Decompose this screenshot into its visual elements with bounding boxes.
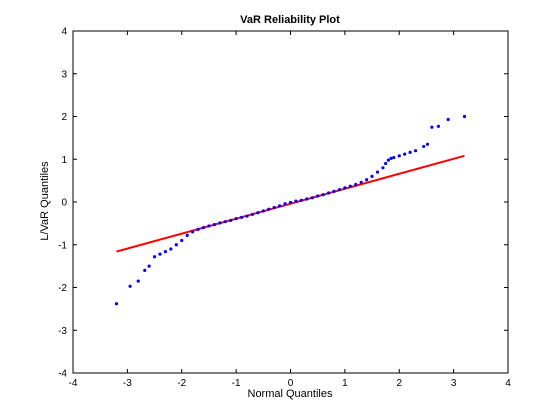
y-axis-label: L/VaR Quantiles bbox=[39, 161, 51, 241]
data-point bbox=[185, 233, 189, 237]
data-point bbox=[386, 158, 390, 162]
data-point bbox=[234, 217, 238, 221]
data-point bbox=[201, 226, 206, 230]
data-point bbox=[332, 189, 336, 193]
data-point bbox=[310, 196, 314, 200]
data-point bbox=[256, 211, 260, 215]
data-point bbox=[261, 209, 265, 213]
x-axis-label: Normal Quantiles bbox=[248, 388, 333, 400]
data-point bbox=[212, 223, 216, 227]
data-point bbox=[425, 142, 430, 146]
data-point bbox=[283, 202, 287, 206]
data-point bbox=[128, 284, 132, 288]
y-tick-label: 3 bbox=[61, 69, 67, 80]
chart-title: VaR Reliability Plot bbox=[240, 14, 340, 26]
data-point bbox=[326, 191, 331, 195]
data-point bbox=[278, 204, 282, 208]
data-point bbox=[239, 215, 244, 219]
x-tick-label: -2 bbox=[177, 378, 186, 389]
x-tick-label: 0 bbox=[288, 378, 294, 389]
data-point bbox=[152, 255, 157, 259]
data-point bbox=[147, 264, 151, 268]
data-point bbox=[143, 268, 147, 272]
data-point bbox=[305, 197, 309, 201]
data-point bbox=[191, 230, 195, 234]
data-point bbox=[321, 193, 325, 197]
data-point bbox=[375, 170, 380, 174]
y-tick-label: 1 bbox=[61, 155, 67, 166]
data-point bbox=[174, 243, 178, 247]
data-point bbox=[359, 180, 363, 184]
data-point bbox=[446, 117, 450, 122]
data-points-group bbox=[114, 114, 467, 306]
data-point bbox=[348, 184, 352, 188]
data-point bbox=[218, 221, 222, 225]
data-point bbox=[408, 150, 412, 155]
data-point bbox=[436, 124, 440, 128]
data-point bbox=[158, 252, 162, 256]
data-point bbox=[245, 214, 249, 218]
x-axis-ticks: -4 -3 -2 -1 0 1 2 3 4 bbox=[69, 31, 511, 389]
x-tick-label: -3 bbox=[123, 378, 132, 389]
data-point bbox=[169, 247, 173, 251]
data-point bbox=[207, 224, 211, 228]
y-tick-label: -3 bbox=[58, 326, 67, 337]
y-axis-ticks: -4 -3 -2 -1 0 1 2 3 4 bbox=[58, 27, 508, 380]
data-point bbox=[370, 174, 374, 178]
data-point bbox=[397, 154, 401, 158]
data-point bbox=[381, 166, 385, 170]
data-point bbox=[422, 144, 426, 149]
data-point bbox=[430, 125, 434, 129]
data-point bbox=[365, 178, 369, 182]
y-tick-label: -4 bbox=[58, 369, 67, 380]
data-point bbox=[316, 194, 320, 198]
data-point bbox=[223, 220, 227, 224]
x-tick-label: -1 bbox=[232, 378, 241, 389]
data-point bbox=[229, 218, 233, 222]
data-point bbox=[389, 156, 393, 160]
data-point bbox=[462, 114, 467, 119]
data-point bbox=[180, 238, 184, 243]
data-point bbox=[337, 188, 342, 192]
data-point bbox=[299, 198, 303, 202]
x-tick-label: 1 bbox=[342, 378, 348, 389]
data-point bbox=[272, 205, 276, 210]
data-point bbox=[288, 200, 293, 205]
x-tick-label: 2 bbox=[396, 378, 402, 389]
x-tick-label: 4 bbox=[505, 378, 511, 389]
data-point bbox=[250, 212, 255, 216]
y-tick-label: -1 bbox=[58, 240, 67, 251]
y-tick-label: 2 bbox=[61, 112, 67, 123]
data-point bbox=[114, 302, 119, 306]
data-point bbox=[163, 249, 168, 254]
y-tick-label: 4 bbox=[61, 27, 67, 38]
data-point bbox=[294, 199, 298, 203]
data-point bbox=[343, 186, 347, 190]
x-tick-label: 3 bbox=[451, 378, 457, 389]
data-point bbox=[392, 155, 396, 160]
y-tick-label: -2 bbox=[58, 283, 67, 294]
data-point bbox=[196, 227, 200, 231]
data-point bbox=[136, 279, 140, 283]
x-tick-label: -4 bbox=[69, 378, 78, 389]
data-point bbox=[403, 152, 407, 156]
data-point bbox=[413, 149, 418, 153]
data-point bbox=[384, 161, 388, 166]
y-tick-label: 0 bbox=[61, 198, 67, 209]
data-point bbox=[267, 207, 271, 211]
data-point bbox=[354, 182, 358, 187]
